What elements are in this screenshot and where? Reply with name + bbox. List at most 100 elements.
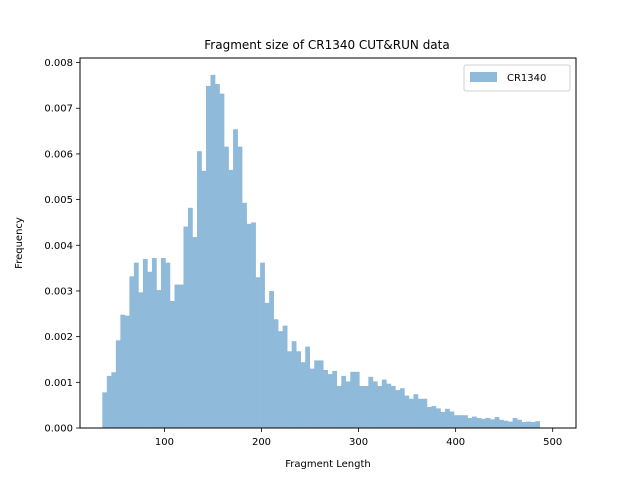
y-tick-label: 0.002 bbox=[44, 332, 73, 343]
histogram-bar bbox=[426, 406, 432, 428]
legend: CR1340 bbox=[463, 64, 571, 92]
histogram-bar bbox=[269, 290, 274, 428]
histogram-bar bbox=[503, 420, 509, 428]
histogram-bar bbox=[377, 385, 383, 428]
x-tick-label: 200 bbox=[252, 437, 271, 448]
histogram-bar bbox=[327, 374, 333, 428]
histogram-bar bbox=[300, 362, 306, 428]
histogram-bar bbox=[255, 277, 261, 428]
histogram-bar bbox=[264, 302, 270, 428]
histogram-bar bbox=[431, 406, 437, 428]
chart-title: Fragment size of CR1340 CUT&RUN data bbox=[204, 38, 449, 52]
histogram-bar bbox=[454, 415, 459, 428]
histogram-bar bbox=[341, 375, 347, 428]
histogram-bar bbox=[413, 394, 419, 428]
histogram-bar bbox=[142, 258, 148, 428]
x-tick-label: 100 bbox=[155, 437, 174, 448]
histogram-bar bbox=[129, 276, 135, 428]
histogram-bar bbox=[395, 390, 401, 428]
histogram-bar bbox=[133, 262, 139, 428]
y-axis-label: Frequency bbox=[14, 217, 25, 269]
histogram-bar bbox=[490, 419, 495, 428]
histogram-bar bbox=[472, 416, 477, 428]
histogram-bar bbox=[449, 411, 455, 428]
y-tick-label: 0.007 bbox=[44, 104, 73, 115]
histogram-bar bbox=[251, 222, 256, 428]
x-tick-label: 300 bbox=[349, 437, 368, 448]
histogram-bar bbox=[399, 388, 405, 428]
histogram-bar bbox=[363, 385, 369, 428]
histogram-bar bbox=[336, 385, 342, 428]
histogram-bar bbox=[296, 351, 302, 428]
legend-label-cr1340: CR1340 bbox=[507, 73, 546, 84]
histogram-bar bbox=[169, 301, 175, 428]
histogram-bar bbox=[481, 418, 486, 428]
y-tick-label: 0.005 bbox=[44, 195, 73, 206]
y-tick-label: 0.001 bbox=[44, 378, 73, 389]
x-axis: 100 200 300 400 500 bbox=[155, 428, 562, 448]
histogram-bar bbox=[278, 331, 283, 428]
histogram-bar bbox=[111, 372, 117, 428]
histogram-bar bbox=[359, 385, 365, 428]
histogram-bar bbox=[422, 398, 428, 428]
histogram-bar bbox=[499, 419, 504, 428]
histogram-bar bbox=[318, 360, 324, 428]
plot-frame bbox=[79, 57, 577, 429]
histogram-bar bbox=[517, 419, 522, 428]
histogram-bar bbox=[435, 408, 441, 428]
histogram-bar bbox=[444, 408, 450, 428]
histogram-bar bbox=[368, 376, 374, 428]
y-tick-label: 0.000 bbox=[44, 424, 73, 435]
histogram-bar bbox=[282, 325, 288, 428]
histogram-bar bbox=[535, 421, 540, 428]
histogram-bar bbox=[156, 290, 162, 428]
histogram-bar bbox=[381, 379, 387, 428]
histogram-bar bbox=[160, 258, 166, 428]
histogram-bar bbox=[228, 169, 234, 428]
legend-box bbox=[463, 64, 571, 92]
histogram-bar bbox=[521, 422, 527, 428]
histogram-bar bbox=[508, 421, 513, 428]
histogram-bar bbox=[201, 170, 207, 428]
histogram-bar bbox=[291, 341, 297, 428]
y-tick-label: 0.008 bbox=[44, 58, 73, 69]
histogram-bar bbox=[287, 351, 292, 428]
histogram-bar bbox=[372, 381, 378, 428]
x-axis-label: Fragment Length bbox=[285, 459, 370, 470]
histogram-bar bbox=[138, 292, 144, 428]
histogram-bar bbox=[260, 262, 265, 428]
histogram-bar bbox=[165, 262, 171, 428]
histogram-bar bbox=[206, 85, 211, 429]
histogram-bar bbox=[530, 422, 536, 428]
histogram-bar bbox=[458, 415, 464, 428]
y-axis: 0.000 0.001 0.002 0.003 0.004 0.005 0.006 0.007… bbox=[44, 58, 80, 435]
histogram-bar bbox=[350, 371, 356, 428]
histogram-bar bbox=[345, 381, 351, 428]
histogram-bar bbox=[124, 315, 130, 428]
histogram-bar bbox=[147, 271, 153, 428]
x-tick-label: 500 bbox=[543, 437, 562, 448]
histogram-bar bbox=[120, 314, 126, 428]
histogram-bar bbox=[106, 375, 112, 428]
histogram-bar bbox=[242, 202, 247, 428]
y-tick-label: 0.003 bbox=[44, 286, 73, 297]
legend-swatch bbox=[470, 72, 497, 82]
histogram-bar bbox=[151, 258, 157, 428]
histogram-bar bbox=[233, 129, 238, 428]
histogram-bar bbox=[390, 385, 396, 428]
histogram-bar bbox=[187, 207, 193, 428]
histogram-bar bbox=[476, 417, 482, 428]
histogram-bar bbox=[417, 398, 423, 428]
x-tick-label: 400 bbox=[446, 437, 465, 448]
histogram-bar bbox=[102, 392, 108, 428]
histogram-bar bbox=[332, 370, 338, 428]
histogram-bar bbox=[210, 74, 216, 429]
y-tick-label: 0.004 bbox=[44, 241, 73, 252]
histogram-bar bbox=[485, 417, 491, 428]
histogram-bar bbox=[526, 421, 531, 428]
histogram-bar bbox=[178, 284, 184, 428]
histogram-bar bbox=[246, 223, 252, 428]
histogram-bar bbox=[314, 360, 320, 428]
histogram-bar bbox=[273, 319, 279, 428]
